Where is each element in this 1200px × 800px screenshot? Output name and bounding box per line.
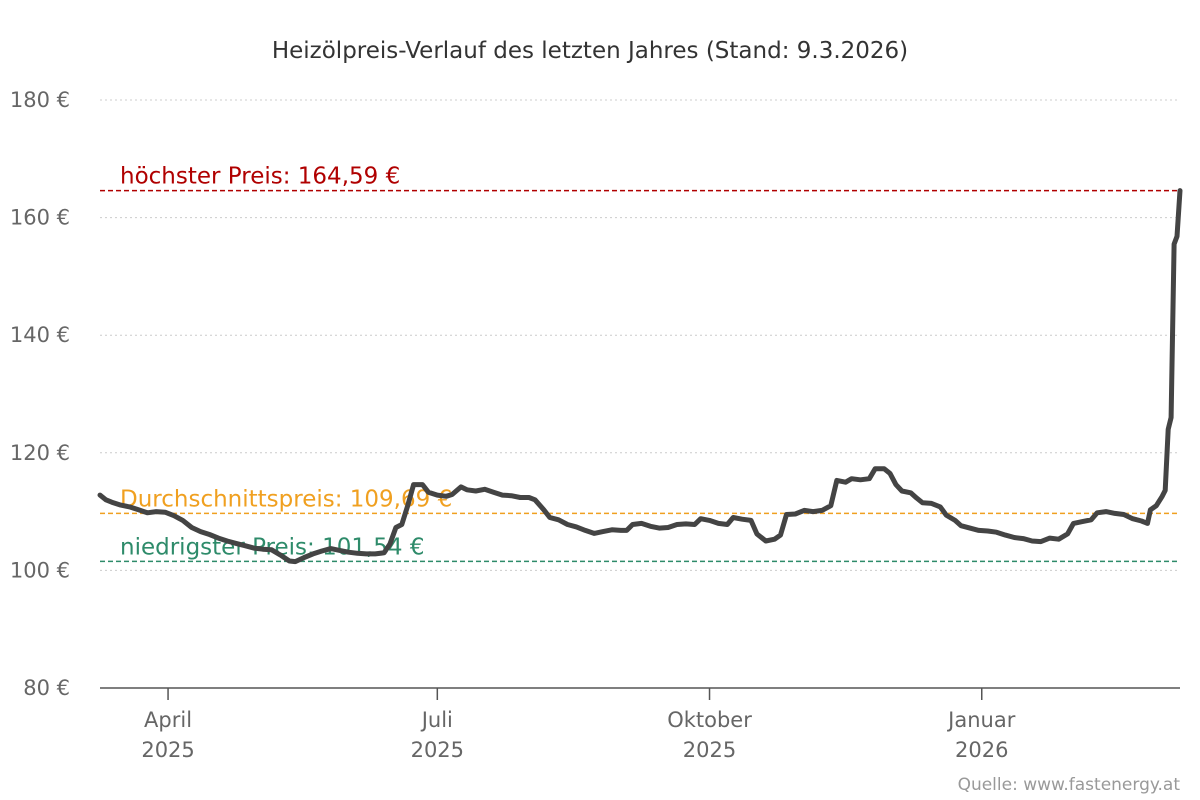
series [97,188,1183,565]
y-tick-label: 80 € [23,676,70,700]
y-tick-label: 160 € [10,206,70,230]
x-tick-year: 2025 [683,738,736,762]
series-line [97,188,1183,565]
x-tick-year: 2025 [411,738,464,762]
grid [100,99,1180,571]
x-tick-year: 2026 [955,738,1008,762]
reference-label-avg: Durchschnittspreis: 109,69 € [120,486,452,512]
y-tick-label: 180 € [10,88,70,112]
reference-label-min: niedrigster Preis: 101,54 € [120,534,425,560]
x-tick-month: April [144,708,192,732]
reference-label-max: höchster Preis: 164,59 € [120,164,400,190]
y-tick-label: 120 € [10,441,70,465]
y-tick-label: 140 € [10,323,70,347]
chart-title: Heizölpreis-Verlauf des letzten Jahres (… [272,38,908,64]
x-tick-month: Oktober [667,708,752,732]
y-axis: 80 € 100 € 120 € 140 € 160 € 180 € [10,88,70,700]
source-credit: Quelle: www.fastenergy.at [958,775,1181,795]
y-tick-label: 100 € [10,558,70,582]
x-tick-month: Juli [420,708,453,732]
x-tick-month: Januar [946,708,1016,732]
x-axis: April 2025 Juli 2025 Oktober 2025 Januar 2026 [100,687,1180,762]
reference-lines: höchster Preis: 164,59 € Durchschnittspre… [100,164,1180,563]
x-tick-year: 2025 [141,738,194,762]
